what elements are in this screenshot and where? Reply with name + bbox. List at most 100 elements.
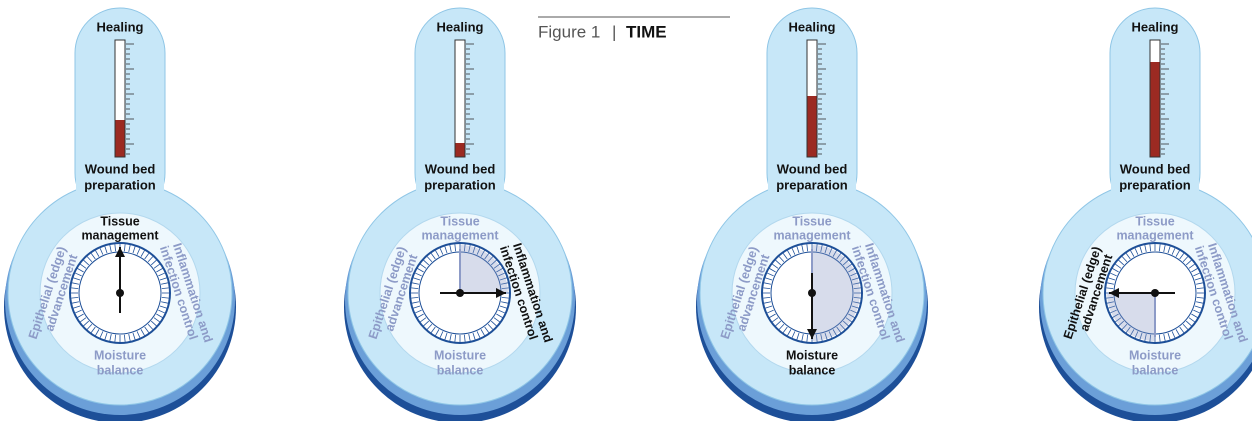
clock-tick (1193, 309, 1200, 314)
clock-tick (820, 244, 823, 253)
clock-tick (75, 309, 82, 314)
hand-head (807, 329, 817, 339)
bottom-label: Wound bed (85, 161, 156, 176)
clock-tick (159, 305, 167, 309)
clock-tick (782, 326, 788, 333)
clock-tick (1115, 263, 1122, 269)
clock-tick (839, 256, 846, 263)
clock-tick (73, 277, 81, 281)
mercury (807, 96, 817, 157)
dial-label: balance (437, 363, 484, 377)
clock-tick (791, 248, 796, 255)
stem-join (1111, 150, 1199, 220)
clock-tick (763, 287, 771, 290)
clock-tick (480, 250, 485, 257)
clock-tick (824, 332, 828, 340)
clock-tick (490, 259, 497, 266)
clock-tick (109, 244, 112, 253)
clock-tick (90, 326, 96, 333)
figure-separator: | (612, 22, 616, 41)
sweep (812, 245, 860, 341)
clock-tick (1185, 320, 1192, 327)
clock-tick (1193, 272, 1200, 277)
dial-label: balance (789, 363, 836, 377)
clock-tick (426, 323, 433, 330)
hub (808, 289, 816, 297)
clock-tick (71, 282, 80, 285)
clock-tick (161, 287, 169, 290)
clock-tick (156, 268, 163, 273)
clock-tick (415, 309, 422, 314)
clock-tick (1158, 244, 1161, 252)
bottom-label: preparation (776, 177, 848, 192)
top-label: Healing (1132, 19, 1179, 34)
clock-tick (158, 309, 165, 314)
clock-tick (153, 317, 160, 323)
clock-tick (1118, 259, 1125, 266)
mercury (1150, 62, 1160, 157)
clock-tick (836, 326, 842, 333)
clock-tick (415, 272, 422, 277)
hub (116, 289, 124, 297)
clock-tick (1158, 334, 1161, 342)
clock-tick (109, 333, 112, 342)
clock-tick (763, 296, 771, 299)
clock-tick (1125, 326, 1131, 333)
clock-tick (782, 253, 788, 260)
clock-tick (147, 323, 154, 330)
clock-tick (430, 253, 436, 260)
clock-tick (468, 244, 471, 253)
clock-tick (1182, 323, 1189, 330)
clock-tick (90, 253, 96, 260)
clock-tick (1130, 250, 1135, 257)
clock-tick (815, 244, 818, 252)
clock-tick (153, 263, 160, 269)
clock-tick (104, 246, 108, 254)
clock-tick (1106, 282, 1115, 285)
clock-tick (836, 253, 842, 260)
clock-tick (123, 244, 126, 252)
clock-tick (845, 263, 852, 269)
clock-tick (71, 296, 79, 299)
clock-tick (71, 287, 79, 290)
clock-tick (454, 334, 457, 342)
clock-tick (1149, 334, 1152, 342)
clock-tick (128, 244, 131, 253)
clock-tick (801, 333, 804, 342)
clock-tick (411, 301, 420, 304)
clock-tick (95, 329, 100, 336)
clock-tick (99, 248, 104, 255)
dial-label: management (1116, 228, 1194, 242)
clock-tick (1139, 332, 1143, 340)
figure-label: Figure 1 (538, 22, 600, 41)
clock-tick (1195, 301, 1204, 304)
clock-tick (832, 250, 837, 257)
clock-tick (487, 256, 494, 263)
clock-tick (463, 244, 466, 252)
clock-tick (147, 256, 154, 263)
clock-tick (496, 313, 503, 318)
clock-tick (417, 268, 424, 273)
clock-tick (150, 320, 157, 327)
clock-tick (848, 313, 855, 318)
clock-tick (140, 250, 145, 257)
clock-tick (778, 256, 785, 263)
clock-tick (842, 259, 849, 266)
dial-label: Moisture (94, 348, 146, 362)
clock-tick (767, 272, 774, 277)
clock-tick (498, 309, 505, 314)
clock-tick (791, 331, 796, 338)
clock-tick (156, 313, 163, 318)
stem-join (768, 150, 856, 220)
clock-tick (423, 320, 430, 327)
bottom-label: preparation (1119, 177, 1191, 192)
clock-tick (480, 329, 485, 336)
clock-tick (763, 282, 772, 285)
clock-tick (1121, 256, 1128, 263)
clock-tick (439, 331, 444, 338)
clock-tick (852, 282, 861, 285)
clock-tick (77, 313, 84, 318)
clock-tick (1121, 323, 1128, 330)
